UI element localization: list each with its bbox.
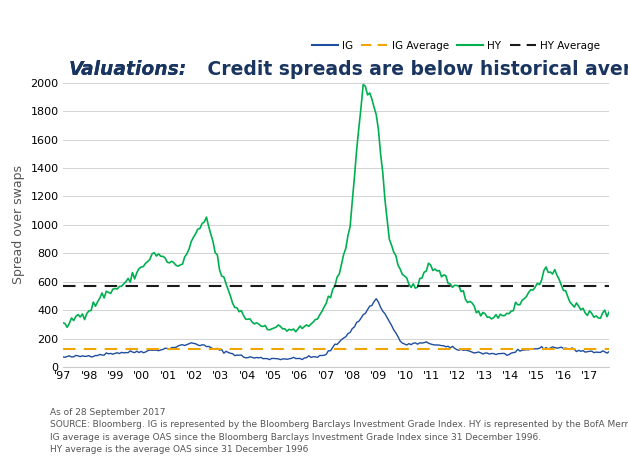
Text: Valuations:: Valuations: xyxy=(68,60,187,79)
Y-axis label: Spread over swaps: Spread over swaps xyxy=(12,165,25,285)
Legend: IG, IG Average, HY, HY Average: IG, IG Average, HY, HY Average xyxy=(308,37,604,55)
Text: As of 28 September 2017
SOURCE: Bloomberg. IG is represented by the Bloomberg Ba: As of 28 September 2017 SOURCE: Bloomber… xyxy=(50,408,628,454)
Text: Credit spreads are below historical averages: Credit spreads are below historical aver… xyxy=(201,60,628,79)
Text: Valuations:: Valuations: xyxy=(68,60,187,79)
